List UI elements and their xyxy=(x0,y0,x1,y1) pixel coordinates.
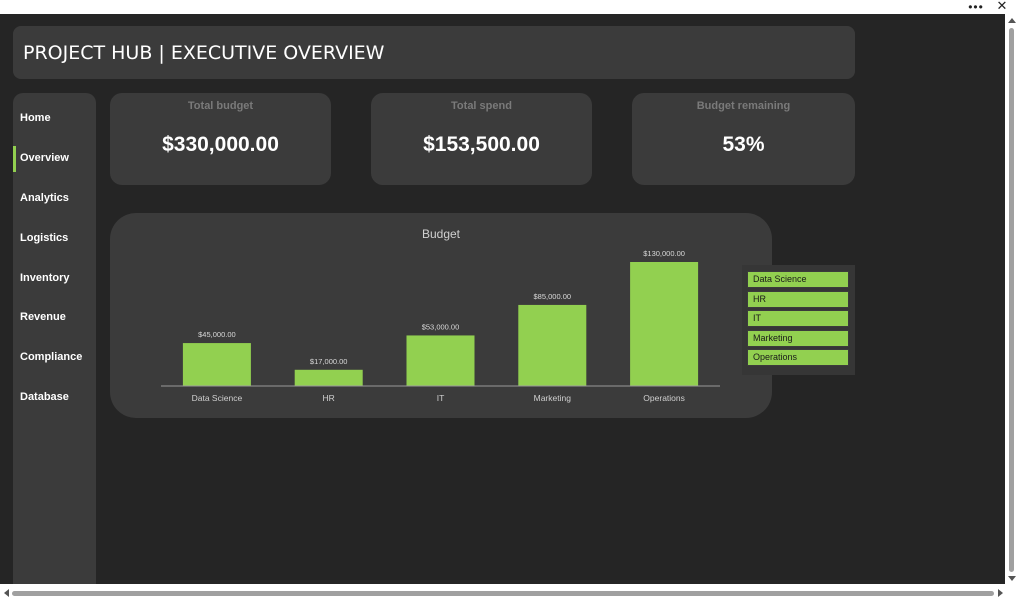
scroll-up-icon[interactable] xyxy=(1008,18,1016,23)
sidebar-item-overview[interactable]: Overview xyxy=(13,146,96,172)
sidebar-item-label: Database xyxy=(20,391,69,403)
budget-chart-card: Budget $45,000.00 Data Science $17,000.00 H… xyxy=(110,213,772,418)
x-tick-label-operations: Operations xyxy=(643,393,685,403)
close-icon: ✕ xyxy=(996,0,1008,13)
vertical-scrollbar[interactable] xyxy=(1005,14,1018,584)
budget-bar-chart: Budget $45,000.00 Data Science $17,000.00 H… xyxy=(161,227,720,403)
legend-item-label: IT xyxy=(753,313,761,323)
legend-item-hr[interactable]: HR xyxy=(747,291,849,308)
bar-marketing[interactable] xyxy=(518,304,587,386)
sidebar-item-label: Revenue xyxy=(20,311,66,323)
active-indicator xyxy=(13,146,16,172)
window-top-bar: ••• ✕ xyxy=(0,0,1018,14)
data-label-it: $53,000.00 xyxy=(422,322,460,331)
kpi-card-total-spend: Total spend $153,500.00 xyxy=(371,93,592,185)
scroll-left-icon[interactable] xyxy=(4,589,9,597)
bar-it[interactable] xyxy=(406,335,475,386)
dashboard-canvas: PROJECT HUB | EXECUTIVE OVERVIEW Home Ov… xyxy=(0,14,1005,584)
x-tick-label-data-science: Data Science xyxy=(192,393,243,403)
sidebar-item-compliance[interactable]: Compliance xyxy=(13,345,96,371)
sidebar-item-database[interactable]: Database xyxy=(13,385,96,411)
sidebar-item-label: Home xyxy=(20,112,51,124)
sidebar-nav: Home Overview Analytics Logistics Invent… xyxy=(13,93,96,584)
sidebar-item-label: Compliance xyxy=(20,351,83,363)
sidebar-item-label: Overview xyxy=(20,152,69,164)
legend-item-marketing[interactable]: Marketing xyxy=(747,330,849,347)
bar-operations[interactable] xyxy=(630,262,699,386)
sidebar-item-analytics[interactable]: Analytics xyxy=(13,186,96,212)
chart-legend: Data Science HR IT Marketing Operations xyxy=(742,265,855,375)
legend-item-label: HR xyxy=(753,294,766,304)
kpi-value: 53% xyxy=(722,133,765,156)
sidebar-item-logistics[interactable]: Logistics xyxy=(13,226,96,252)
kpi-label: Total budget xyxy=(187,100,254,112)
legend-item-data-science[interactable]: Data Science xyxy=(747,271,849,288)
kpi-label: Total spend xyxy=(451,100,512,112)
page-header: PROJECT HUB | EXECUTIVE OVERVIEW xyxy=(13,26,855,79)
data-label-operations: $130,000.00 xyxy=(643,249,685,258)
data-label-data-science: $45,000.00 xyxy=(198,330,236,339)
kpi-card-total-budget: Total budget $330,000.00 xyxy=(110,93,331,185)
data-label-hr: $17,000.00 xyxy=(310,357,348,366)
sidebar-item-inventory[interactable]: Inventory xyxy=(13,266,96,292)
kpi-value: $153,500.00 xyxy=(423,133,540,156)
horizontal-scrollbar[interactable] xyxy=(0,584,1018,604)
legend-item-it[interactable]: IT xyxy=(747,310,849,327)
kpi-value: $330,000.00 xyxy=(162,133,279,156)
vertical-scroll-thumb[interactable] xyxy=(1009,28,1014,572)
scroll-right-icon[interactable] xyxy=(998,589,1003,597)
bar-data-science[interactable] xyxy=(182,343,251,386)
x-tick-label-marketing: Marketing xyxy=(534,393,572,403)
x-tick-label-it: IT xyxy=(437,393,445,403)
page-title: PROJECT HUB | EXECUTIVE OVERVIEW xyxy=(23,42,385,64)
chart-title: Budget xyxy=(422,227,461,241)
legend-item-operations[interactable]: Operations xyxy=(747,349,849,366)
legend-item-label: Operations xyxy=(753,352,798,362)
x-tick-label-hr: HR xyxy=(323,393,335,403)
kpi-card-budget-remaining: Budget remaining 53% xyxy=(632,93,855,185)
sidebar-item-label: Logistics xyxy=(20,232,69,244)
bar-hr[interactable] xyxy=(294,369,363,386)
data-label-marketing: $85,000.00 xyxy=(534,292,572,301)
kpi-label: Budget remaining xyxy=(696,100,791,112)
scroll-down-icon[interactable] xyxy=(1008,576,1016,581)
close-button[interactable]: ✕ xyxy=(992,0,1012,13)
sidebar-item-home[interactable]: Home xyxy=(13,106,96,132)
sidebar-item-label: Inventory xyxy=(20,272,70,284)
more-horizontal-icon: ••• xyxy=(968,0,984,14)
sidebar-item-revenue[interactable]: Revenue xyxy=(13,305,96,331)
horizontal-scroll-thumb[interactable] xyxy=(12,591,994,596)
sidebar-item-label: Analytics xyxy=(20,192,69,204)
legend-item-label: Data Science xyxy=(753,274,807,284)
legend-item-label: Marketing xyxy=(753,333,793,343)
more-options-button[interactable]: ••• xyxy=(966,0,986,14)
